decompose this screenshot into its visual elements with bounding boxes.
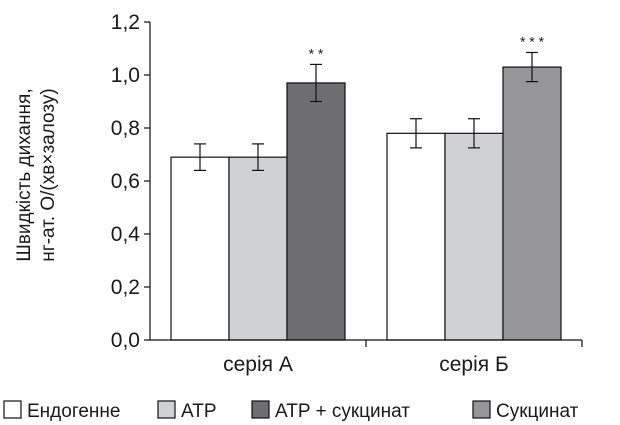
legend-label: ATP + сукцинат — [275, 401, 410, 422]
legend-label: ATP — [181, 401, 217, 422]
significance-label: * * * — [520, 33, 545, 49]
y-axis: 0,0 0,2 0,4 0,6 0,8 1,0 1,2 — [111, 11, 151, 352]
legend-swatch — [251, 400, 270, 419]
significance-label: * * — [309, 45, 324, 61]
bar-atp-2 — [444, 132, 504, 341]
y-tick-label: 1,0 — [111, 64, 140, 87]
legend-swatch — [472, 400, 491, 419]
legend: Ендогенне ATP ATP + сукцинат Сукцинат — [3, 400, 579, 422]
legend-item-ендогенне: Ендогенне — [3, 400, 120, 422]
y-tick-label: 0,2 — [111, 276, 140, 299]
bars: * * * * * — [170, 33, 562, 341]
bar-ендогенне-2 — [386, 132, 446, 341]
x-tick-label: серія А — [223, 353, 293, 376]
y-axis-label: Швидкість дихання, нг-ат. О/(хв×залозу) — [14, 88, 59, 261]
legend-label: Ендогенне — [27, 401, 120, 422]
x-axis: серія А серія Б — [150, 339, 583, 376]
legend-label: Сукцинат — [496, 401, 579, 422]
y-tick-label: 0,6 — [111, 170, 140, 193]
bar-ендогенне-1 — [170, 156, 230, 341]
x-tick-label: серія Б — [439, 353, 509, 376]
legend-item-atp: ATP — [157, 400, 217, 422]
legend-item-сукцинат: Сукцинат — [472, 400, 579, 422]
y-axis-label-line2: нг-ат. О/(хв×залозу) — [38, 88, 59, 261]
legend-item-atp-сукцинат: ATP + сукцинат — [251, 400, 410, 422]
y-tick-label: 0,4 — [111, 223, 141, 246]
legend-swatch — [157, 400, 176, 419]
bar-atp-сукцинат-1 — [286, 82, 346, 341]
y-axis-label-line1: Швидкість дихання, — [14, 88, 35, 261]
legend-swatch — [3, 400, 22, 419]
y-tick-label: 0,8 — [111, 117, 140, 140]
bar-сукцинат-2 — [502, 66, 562, 341]
y-tick-label: 0,0 — [111, 329, 140, 352]
bar-atp-1 — [228, 156, 288, 341]
y-tick-label: 1,2 — [111, 11, 140, 34]
